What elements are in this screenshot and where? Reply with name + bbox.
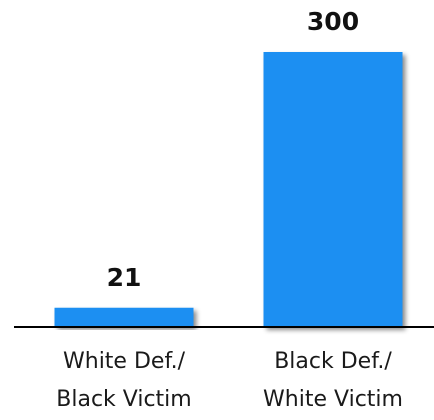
bars-layer [54,52,403,327]
labels-layer: 21 White Def./ Black Victim 300 Black Def./ W… [56,7,403,412]
bar-1 [54,307,194,327]
category-label-1: White Def./ Black Victim [56,349,191,412]
bar-value-label-1: 21 [107,263,142,292]
bar-value-label-2: 300 [307,7,359,36]
bar-2 [263,52,403,327]
category-label-line: White Victim [263,387,403,412]
category-label-line: Black Def./ [274,349,392,374]
category-label-line: Black Victim [56,387,191,412]
category-label-2: Black Def./ White Victim [263,349,403,412]
category-label-line: White Def./ [63,349,186,374]
